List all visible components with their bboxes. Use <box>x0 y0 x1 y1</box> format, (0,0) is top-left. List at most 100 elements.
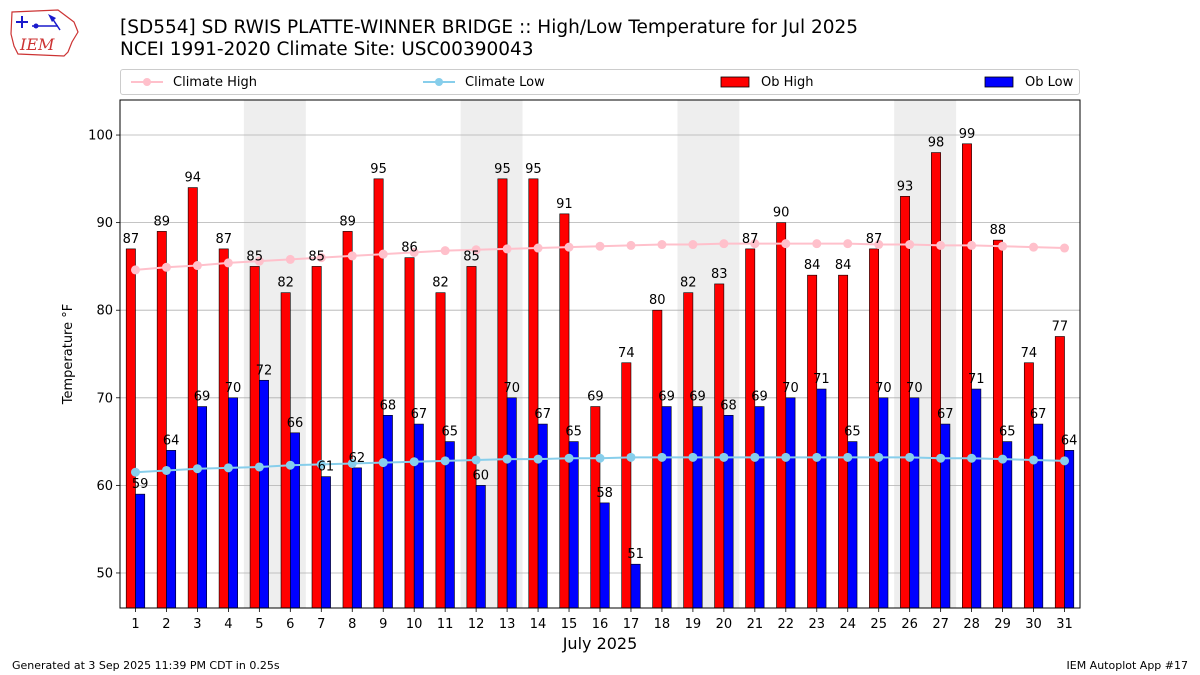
y-axis-label: Temperature °F <box>61 304 76 405</box>
climate-low-point <box>223 463 233 473</box>
ob-high-data-label: 82 <box>680 276 697 291</box>
chart-title: [SD554] SD RWIS PLATTE-WINNER BRIDGE :: … <box>120 17 858 61</box>
ob-low-bar <box>940 423 951 609</box>
ob-high-data-label: 89 <box>154 214 171 229</box>
ob-low-bar <box>1064 450 1075 609</box>
ob-high-bar <box>218 248 229 609</box>
ob-low-bar <box>382 415 393 609</box>
x-tick-label: 11 <box>437 617 454 632</box>
ob-low-data-label: 69 <box>689 390 706 405</box>
ob-low-bar <box>135 493 146 609</box>
climate-low-point <box>254 462 264 472</box>
climate-low-point <box>130 467 140 477</box>
ob-low-data-label: 67 <box>411 407 428 422</box>
ob-low-data-label: 69 <box>194 390 211 405</box>
ob-low-bar <box>197 406 208 609</box>
y-tick-label: 90 <box>96 216 113 231</box>
climate-low-point <box>378 458 388 468</box>
climate-low-point <box>781 452 791 462</box>
climate-high-point <box>595 241 605 251</box>
y-tick-label: 70 <box>96 391 113 406</box>
x-tick-label: 28 <box>963 617 980 632</box>
ob-low-data-label: 70 <box>782 381 799 396</box>
x-tick-label: 10 <box>406 617 423 632</box>
ob-low-bar <box>878 397 889 609</box>
ob-low-data-label: 61 <box>318 460 335 475</box>
x-tick-label: 25 <box>870 617 887 632</box>
x-tick-label: 14 <box>530 617 547 632</box>
ob-low-data-label: 65 <box>442 425 459 440</box>
ob-low-bar <box>320 476 331 609</box>
ob-high-data-label: 74 <box>1021 346 1038 361</box>
ob-high-data-label: 95 <box>494 162 511 177</box>
legend-item-ob-low: Ob Low <box>981 74 1073 90</box>
ob-low-data-label: 70 <box>225 381 242 396</box>
ob-high-bar <box>714 283 725 609</box>
ob-high-bar <box>559 213 570 609</box>
climate-high-point <box>347 251 357 261</box>
climate-high-point <box>750 239 760 249</box>
climate-high-point <box>688 240 698 250</box>
ob-high-bar <box>342 231 353 609</box>
ob-low-bar <box>754 406 765 609</box>
ob-low-bar <box>1033 423 1044 609</box>
ob-high-data-label: 69 <box>587 390 604 405</box>
ob-high-data-label: 87 <box>866 232 883 247</box>
x-tick-label: 20 <box>716 617 733 632</box>
climate-high-point <box>998 241 1008 251</box>
climate-high-point <box>533 243 543 253</box>
legend-label: Climate High <box>173 74 258 90</box>
ob-high-data-label: 95 <box>525 162 542 177</box>
ob-low-bar <box>816 388 827 609</box>
climate-low-point <box>874 452 884 462</box>
ob-low-data-label: 71 <box>968 372 985 387</box>
climate-low-point <box>626 452 636 462</box>
x-tick-label: 31 <box>1056 617 1073 632</box>
ob-low-data-label: 65 <box>999 425 1016 440</box>
climate-low-point <box>564 453 574 463</box>
ob-low-data-label: 68 <box>720 398 737 413</box>
iem-logo: IEM <box>10 9 79 57</box>
climate-low-point <box>843 452 853 462</box>
ob-high-bar <box>745 248 756 609</box>
ob-high-bar <box>807 274 818 609</box>
legend-item-climate-high: Climate High <box>129 74 257 90</box>
ob-low-data-label: 64 <box>1061 433 1078 448</box>
legend-swatch-icon <box>984 76 1014 88</box>
ob-low-bar <box>971 388 982 609</box>
climate-low-point <box>316 459 326 469</box>
ob-high-data-label: 93 <box>897 179 914 194</box>
ob-low-data-label: 58 <box>596 486 613 501</box>
climate-high-point <box>843 239 853 249</box>
ob-high-data-label: 98 <box>928 136 945 151</box>
ob-low-bar <box>568 441 579 609</box>
ob-high-bar <box>528 178 539 609</box>
climate-low-point <box>998 454 1008 464</box>
ob-high-bar <box>311 266 322 609</box>
ob-high-data-label: 85 <box>308 249 325 264</box>
x-tick-label: 23 <box>809 617 826 632</box>
legend-label: Ob Low <box>1025 74 1074 90</box>
climate-low-point <box>533 454 543 464</box>
climate-high-point <box>967 240 977 250</box>
ob-low-data-label: 67 <box>1030 407 1047 422</box>
title-line-2: NCEI 1991-2020 Climate Site: USC00390043 <box>120 39 534 60</box>
ob-low-bar <box>228 397 238 609</box>
ob-low-bar <box>723 415 734 609</box>
ob-high-data-label: 91 <box>556 197 573 212</box>
climate-low-point <box>812 452 822 462</box>
x-tick-label: 1 <box>131 617 139 632</box>
ob-high-bar <box>621 362 632 609</box>
ob-low-data-label: 72 <box>256 363 273 378</box>
climate-low-point <box>688 452 698 462</box>
ob-low-data-label: 70 <box>503 381 520 396</box>
ob-high-data-label: 82 <box>277 276 294 291</box>
ob-high-bar <box>590 406 601 609</box>
ob-low-bar <box>661 406 672 609</box>
ob-low-bar <box>444 441 455 609</box>
chart-legend: Climate High Climate Low Ob High Ob Low <box>120 69 1080 95</box>
x-tick-label: 12 <box>468 617 485 632</box>
climate-low-point <box>1029 455 1039 465</box>
ob-high-data-label: 74 <box>618 346 635 361</box>
legend-swatch-icon <box>720 76 750 88</box>
